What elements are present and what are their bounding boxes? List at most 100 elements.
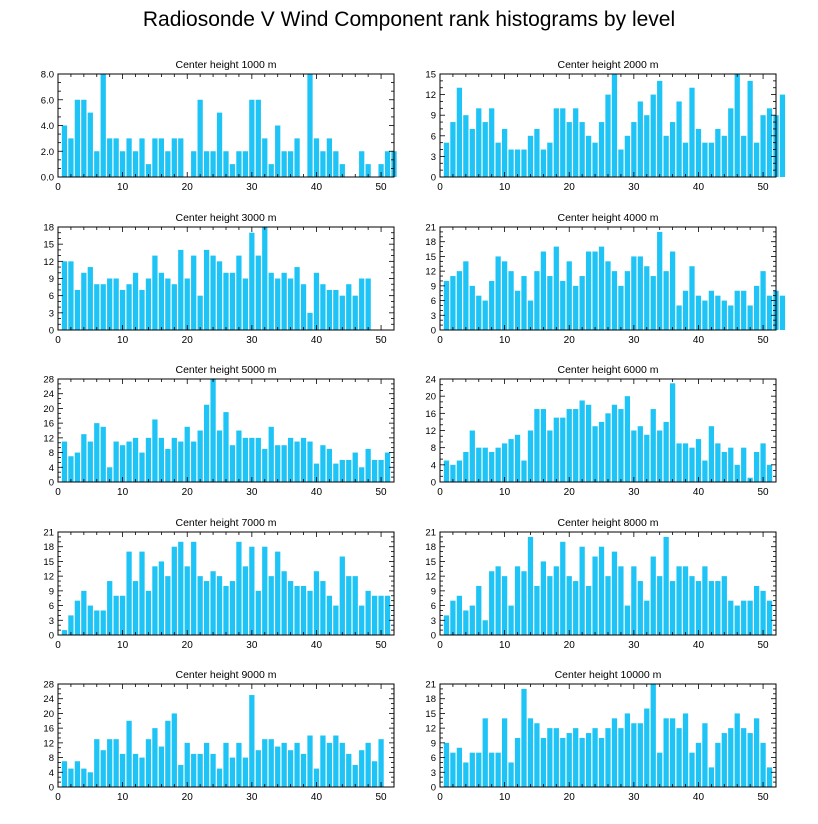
panel-title: Center height 4000 m: [558, 212, 659, 224]
x-tick-label: 10: [499, 792, 511, 803]
bar: [307, 441, 313, 482]
bar: [165, 576, 171, 635]
bar: [268, 426, 274, 482]
bar: [482, 620, 488, 635]
bar: [365, 278, 371, 330]
bar: [236, 255, 242, 330]
bar: [139, 551, 145, 635]
y-tick-label: 4: [49, 768, 54, 779]
bar: [294, 585, 300, 635]
bar: [760, 115, 766, 177]
bar: [242, 151, 249, 177]
bar: [346, 753, 352, 787]
bar: [229, 757, 236, 787]
panel-title: Center height 1000 m: [176, 59, 277, 71]
bar: [443, 142, 450, 177]
bar: [152, 419, 158, 482]
x-tick-label: 40: [311, 640, 323, 651]
y-tick-label: 18: [43, 223, 54, 234]
bar: [592, 556, 598, 635]
bar: [119, 151, 126, 177]
y-tick-label: 9: [431, 281, 436, 292]
bar: [346, 459, 352, 482]
bar: [469, 752, 475, 787]
bar: [521, 460, 527, 482]
bar: [107, 739, 113, 787]
bar: [210, 571, 216, 635]
bar: [132, 581, 139, 635]
bar: [145, 278, 152, 330]
bar: [682, 443, 689, 483]
bar: [476, 108, 482, 177]
bar: [275, 125, 281, 177]
y-tick-label: 6: [431, 296, 436, 307]
bar: [94, 151, 100, 177]
bar: [734, 713, 740, 787]
bar: [566, 733, 572, 787]
bar: [113, 595, 119, 635]
bar: [469, 285, 475, 330]
bar: [540, 409, 547, 482]
bar: [534, 271, 540, 330]
bar: [624, 135, 631, 177]
y-tick-label: 3: [431, 616, 436, 627]
bar: [255, 99, 261, 177]
x-tick-label: 30: [246, 182, 258, 193]
bar: [766, 600, 773, 635]
bar: [281, 742, 287, 787]
bar: [560, 541, 566, 635]
bar: [178, 441, 184, 482]
bar: [333, 605, 339, 635]
bar: [456, 595, 463, 635]
bar: [631, 566, 637, 635]
bar: [540, 737, 547, 787]
bar: [307, 312, 313, 330]
bar: [741, 728, 747, 787]
bar: [540, 251, 547, 330]
bar: [191, 151, 197, 177]
bar: [476, 585, 482, 635]
panel-6: Center height 6000 m 0 10 20 30 40 50 0 4 8 12 16 20…: [425, 364, 777, 498]
y-tick-label: 3: [49, 616, 54, 627]
x-tick-label: 10: [499, 640, 511, 651]
bar: [210, 255, 216, 330]
bar: [702, 300, 708, 330]
x-tick-label: 20: [182, 487, 194, 498]
bar: [107, 581, 113, 635]
bar: [566, 409, 572, 482]
bar: [489, 451, 495, 482]
bar: [275, 278, 281, 330]
y-tick-label: 0.0: [41, 173, 54, 184]
y-tick-label: 4: [431, 460, 436, 471]
bar: [320, 284, 326, 330]
bar: [191, 541, 197, 635]
bar: [644, 708, 650, 787]
bar: [119, 289, 126, 330]
bar: [734, 290, 740, 330]
bar: [631, 723, 637, 787]
bar: [695, 581, 702, 635]
x-tick-label: 40: [693, 487, 705, 498]
panel-title: Center height 7000 m: [176, 517, 277, 529]
bar: [229, 272, 236, 330]
bar: [631, 122, 637, 177]
bar: [566, 261, 572, 330]
bar: [624, 713, 631, 787]
panel-title: Center height 3000 m: [176, 212, 277, 224]
bar: [676, 443, 682, 483]
bar: [560, 737, 566, 787]
bar: [294, 441, 300, 482]
bar: [333, 289, 339, 330]
bar: [165, 720, 171, 787]
bar: [579, 546, 585, 635]
bar: [255, 750, 261, 787]
bar: [611, 718, 618, 787]
y-tick-label: 18: [43, 542, 54, 553]
bar: [644, 434, 650, 482]
y-tick-label: 16: [43, 419, 54, 430]
bar: [669, 122, 676, 177]
x-tick-label: 0: [437, 640, 443, 651]
bar: [249, 695, 255, 787]
x-tick-label: 20: [564, 792, 576, 803]
bar: [307, 74, 313, 177]
